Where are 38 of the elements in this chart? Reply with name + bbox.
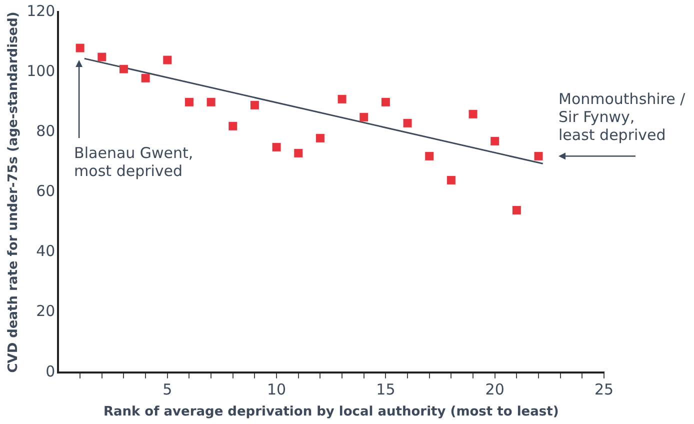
y-tick-label: 20 xyxy=(36,302,56,320)
point xyxy=(360,112,368,122)
point xyxy=(316,134,324,142)
point xyxy=(381,98,390,106)
point xyxy=(534,152,543,160)
point xyxy=(141,74,150,82)
point xyxy=(468,110,478,118)
annotation: Monmouthshire / Sir Fynwy, least deprived xyxy=(558,90,686,144)
point xyxy=(490,136,500,146)
point xyxy=(98,52,106,62)
point xyxy=(512,206,521,214)
point xyxy=(338,94,346,104)
y-tick-label: 40 xyxy=(36,242,56,260)
y-tick-label: 80 xyxy=(36,122,56,140)
x-tick-label: 25 xyxy=(594,380,614,398)
y-tick-label: 60 xyxy=(36,182,56,200)
y-tick-label: 120 xyxy=(26,2,56,20)
point xyxy=(163,56,172,64)
x-tick-label: 5 xyxy=(162,380,172,398)
point xyxy=(119,64,128,74)
point xyxy=(425,152,434,160)
y-tick-label: 0 xyxy=(46,362,56,380)
point xyxy=(250,100,259,110)
annotation: Blaenau Gwent, most deprived xyxy=(74,144,194,180)
y-axis-title: CVD death rate for under-75s (age-standardised) xyxy=(6,12,22,373)
x-tick-label: 10 xyxy=(266,380,286,398)
x-axis-title: Rank of average deprivation by local authority (most to least) xyxy=(103,404,559,420)
point xyxy=(184,98,194,106)
point xyxy=(294,148,303,158)
point xyxy=(446,176,456,184)
x-tick-label: 15 xyxy=(376,380,396,398)
point xyxy=(206,98,216,106)
point xyxy=(403,118,412,128)
point xyxy=(76,44,84,52)
y-tick-label: 100 xyxy=(26,62,56,80)
x-tick-label: 20 xyxy=(485,380,504,398)
point xyxy=(272,142,281,152)
point xyxy=(228,122,238,130)
